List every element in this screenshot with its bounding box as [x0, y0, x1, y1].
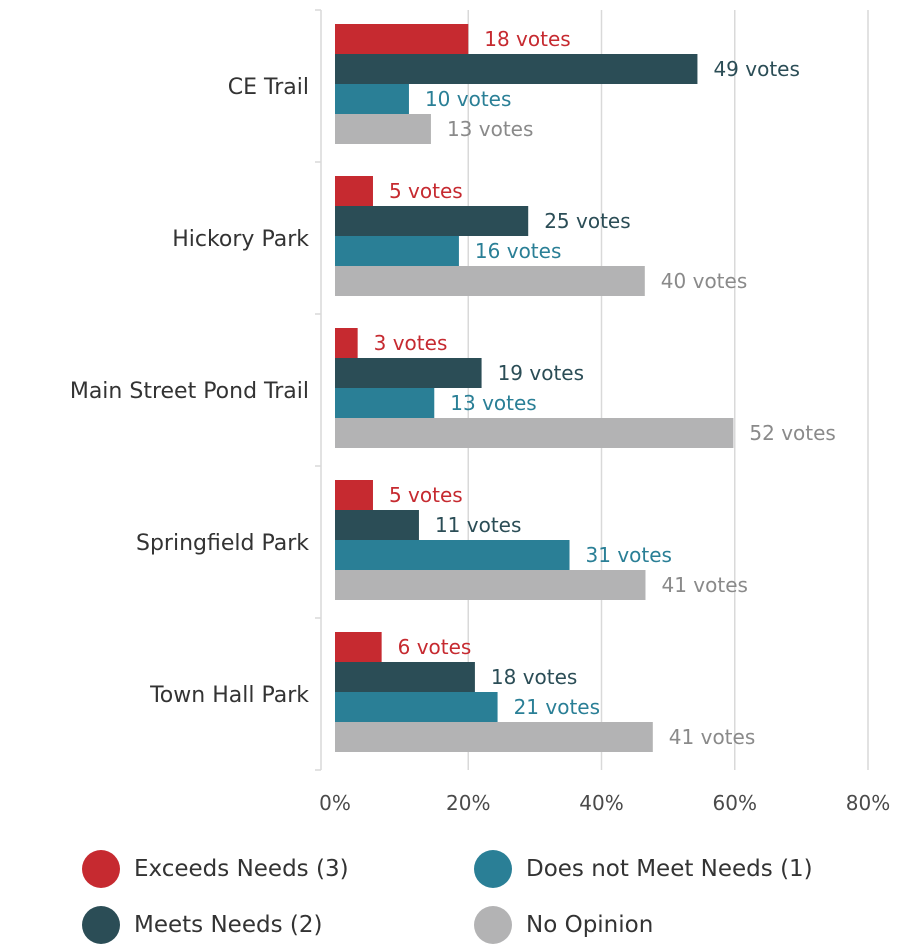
category-label: Hickory Park	[172, 227, 309, 252]
bar	[335, 236, 459, 266]
legend-label-meets-needs: Meets Needs (2)	[134, 912, 323, 938]
bar-label: 3 votes	[374, 331, 448, 355]
legend-item-meets-needs: Meets Needs (2)	[82, 906, 322, 944]
legend-swatch-does-not-meet-needs	[474, 850, 512, 888]
bar	[335, 388, 435, 418]
x-tick-label: 40%	[579, 791, 623, 815]
category-label: Main Street Pond Trail	[70, 379, 309, 404]
legend-item-does-not-meet-needs: Does not Meet Needs (1)	[474, 850, 813, 888]
bar-label: 13 votes	[447, 117, 533, 141]
bar-label: 10 votes	[425, 87, 511, 111]
bar-label: 21 votes	[514, 695, 600, 719]
legend-item-exceeds-needs: Exceeds Needs (3)	[82, 850, 349, 888]
bar	[335, 328, 358, 358]
category-label: Town Hall Park	[149, 683, 309, 708]
bar-label: 11 votes	[435, 513, 521, 537]
bar	[335, 358, 482, 388]
bar-label: 41 votes	[669, 725, 755, 749]
bar	[335, 114, 431, 144]
bar	[335, 84, 409, 114]
bar	[335, 54, 698, 84]
category-axis	[315, 9, 322, 771]
bar	[335, 510, 419, 540]
category-label: Springfield Park	[136, 531, 309, 556]
legend-label-no-opinion: No Opinion	[526, 912, 654, 938]
bars	[335, 24, 734, 752]
bar-label: 41 votes	[661, 573, 747, 597]
bar-label: 52 votes	[749, 421, 835, 445]
bar-chart: 18 votes 5 votes 3 votes 5 votes 6 votes 49 v…	[70, 9, 890, 815]
bar-label: 31 votes	[586, 543, 672, 567]
bar-label: 18 votes	[491, 665, 577, 689]
bar	[335, 662, 475, 692]
bar-labels: 18 votes 5 votes 3 votes 5 votes 6 votes 49 v…	[374, 27, 836, 749]
x-tick-label: 20%	[446, 791, 490, 815]
legend: Exceeds Needs (3) Does not Meet Needs (1…	[0, 840, 898, 946]
legend-label-exceeds-needs: Exceeds Needs (3)	[134, 856, 349, 882]
bar	[335, 176, 373, 206]
bar-label: 16 votes	[475, 239, 561, 263]
bar	[335, 24, 469, 54]
bar-label: 49 votes	[713, 57, 799, 81]
bar	[335, 480, 373, 510]
bar-label: 25 votes	[544, 209, 630, 233]
x-tick-label: 60%	[713, 791, 757, 815]
bar-label: 5 votes	[389, 483, 463, 507]
legend-item-no-opinion: No Opinion	[474, 906, 653, 944]
legend-swatch-meets-needs	[82, 906, 120, 944]
bar	[335, 570, 646, 600]
legend-swatch-no-opinion	[474, 906, 512, 944]
bar	[335, 206, 529, 236]
x-tick-label: 0%	[319, 791, 351, 815]
x-tick-label: 80%	[846, 791, 890, 815]
bar	[335, 722, 653, 752]
bar	[335, 632, 382, 662]
bar-label: 6 votes	[398, 635, 472, 659]
legend-label-does-not-meet-needs: Does not Meet Needs (1)	[526, 856, 813, 882]
bar	[335, 266, 645, 296]
category-label: CE Trail	[228, 75, 309, 100]
bar-label: 13 votes	[450, 391, 536, 415]
bar-label: 5 votes	[389, 179, 463, 203]
bar	[335, 692, 498, 722]
bar	[335, 540, 570, 570]
bar-label: 19 votes	[498, 361, 584, 385]
bar-label: 18 votes	[484, 27, 570, 51]
bar-label: 40 votes	[661, 269, 747, 293]
x-tick-labels: 0% 20% 40% 60% 80%	[319, 791, 890, 815]
bar	[335, 418, 734, 448]
category-labels: CE Trail Hickory Park Main Street Pond Tra…	[70, 75, 309, 708]
legend-swatch-exceeds-needs	[82, 850, 120, 888]
gridlines	[467, 10, 869, 770]
